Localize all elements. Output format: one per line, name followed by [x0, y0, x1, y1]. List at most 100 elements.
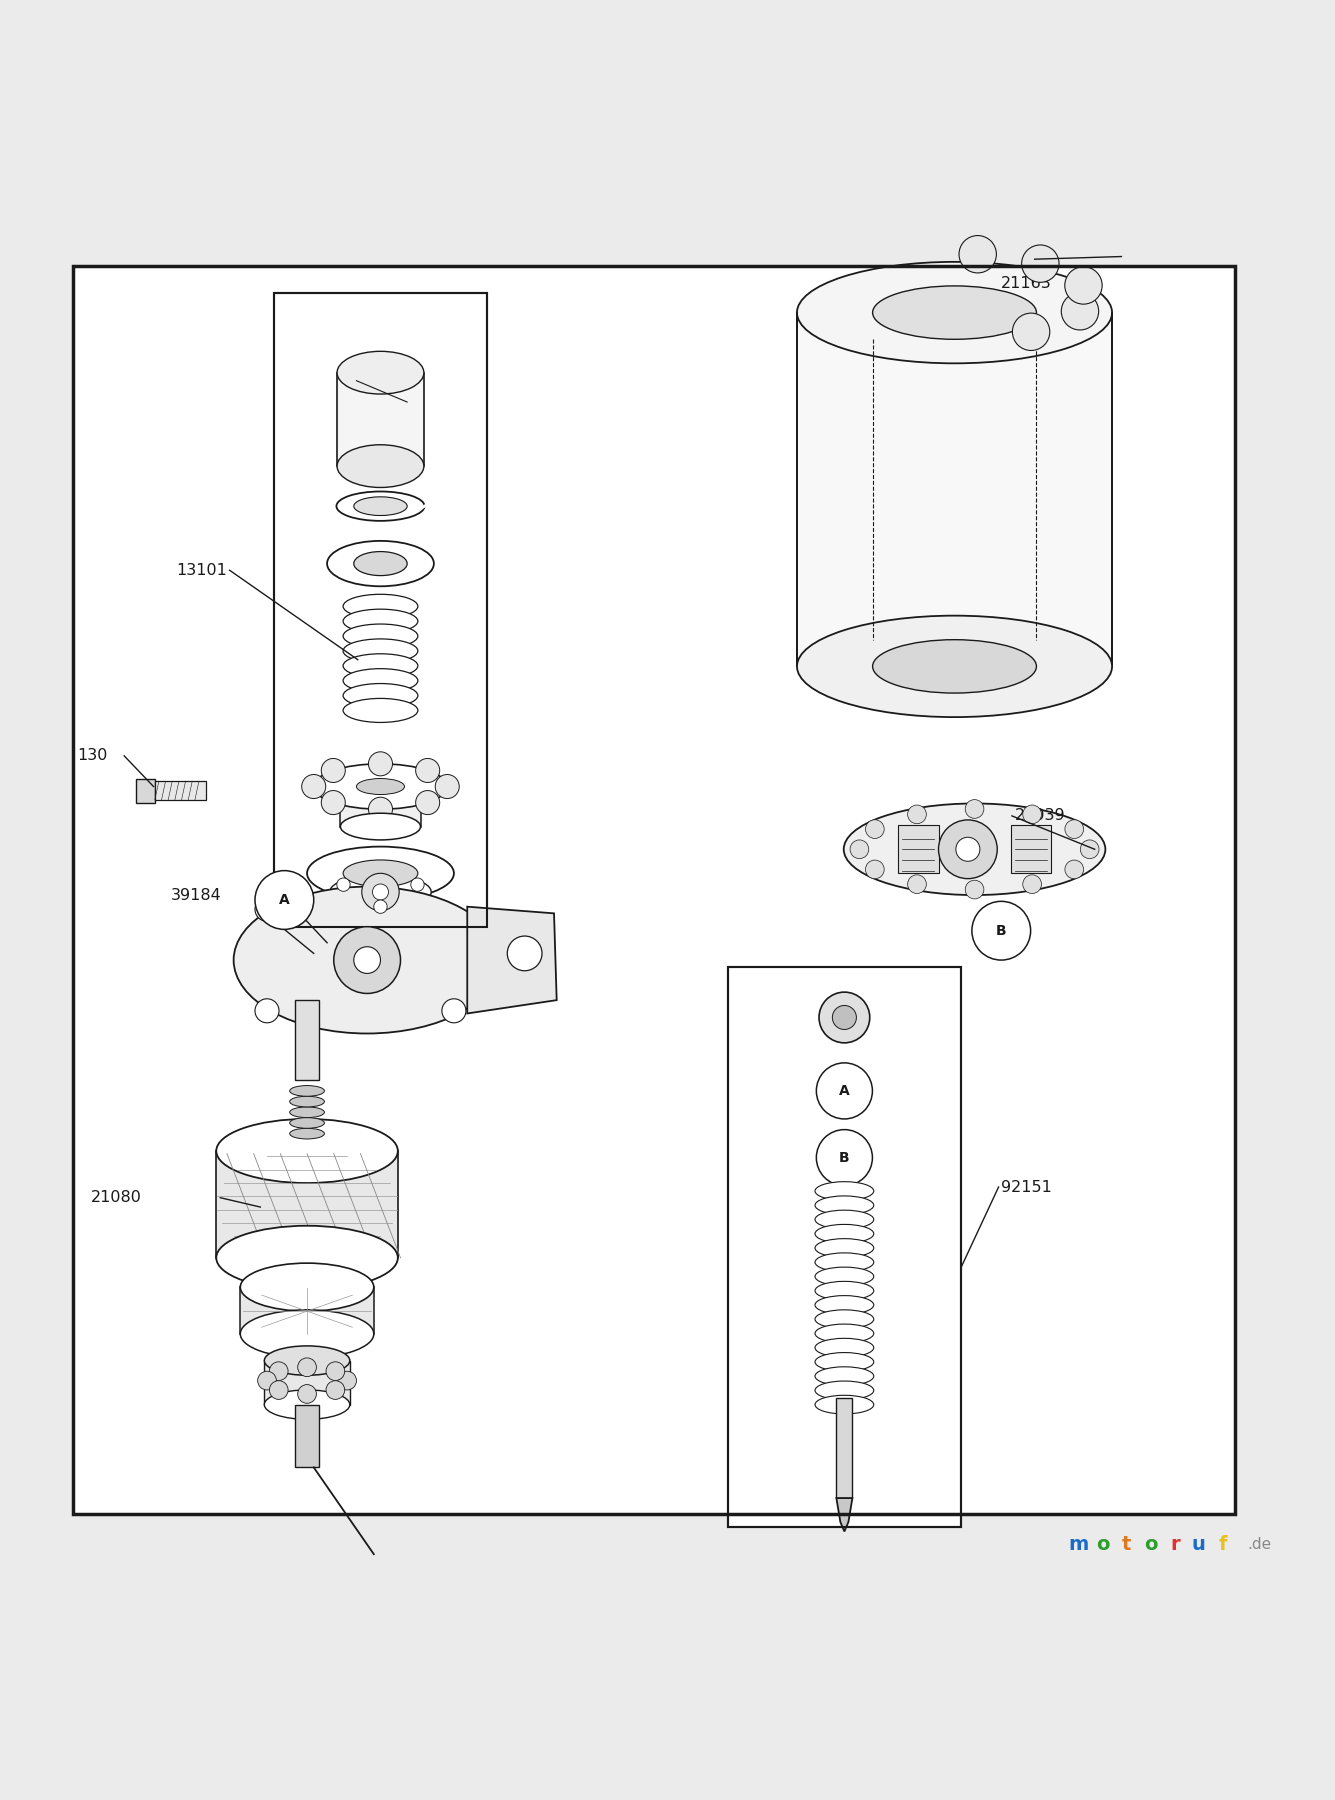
Circle shape: [255, 999, 279, 1022]
Bar: [898, 824, 939, 873]
Circle shape: [442, 999, 466, 1022]
Text: o: o: [1096, 1535, 1109, 1555]
Bar: [728, 967, 961, 1528]
Circle shape: [965, 799, 984, 819]
Bar: [274, 293, 487, 927]
Ellipse shape: [354, 497, 407, 515]
Circle shape: [939, 821, 997, 878]
Ellipse shape: [814, 1296, 874, 1314]
Circle shape: [1023, 805, 1041, 824]
Ellipse shape: [354, 551, 407, 576]
Circle shape: [850, 841, 869, 859]
Ellipse shape: [234, 887, 501, 1033]
Circle shape: [255, 898, 279, 922]
Ellipse shape: [356, 779, 405, 794]
Ellipse shape: [314, 763, 447, 810]
Text: .de: .de: [1247, 1537, 1271, 1552]
Text: B: B: [840, 1150, 849, 1165]
Circle shape: [326, 1381, 344, 1399]
Bar: [240, 1287, 374, 1334]
Ellipse shape: [343, 625, 418, 648]
Bar: [336, 373, 425, 466]
Bar: [274, 293, 487, 927]
Text: m: m: [1068, 1535, 1089, 1555]
Circle shape: [354, 947, 380, 974]
Ellipse shape: [814, 1352, 874, 1372]
Ellipse shape: [814, 1366, 874, 1386]
Ellipse shape: [290, 1096, 324, 1107]
Ellipse shape: [814, 1267, 874, 1285]
Circle shape: [817, 1062, 873, 1120]
Ellipse shape: [797, 261, 1112, 364]
Ellipse shape: [327, 540, 434, 587]
Circle shape: [374, 900, 387, 913]
Circle shape: [1065, 819, 1084, 839]
Ellipse shape: [814, 1253, 874, 1271]
Ellipse shape: [264, 1346, 350, 1375]
Circle shape: [1080, 841, 1099, 859]
Circle shape: [833, 1006, 857, 1030]
Ellipse shape: [343, 653, 418, 679]
Circle shape: [322, 758, 346, 783]
Bar: [728, 967, 961, 1528]
Circle shape: [270, 1381, 288, 1399]
Bar: [264, 1361, 350, 1404]
Circle shape: [1012, 313, 1049, 351]
Circle shape: [415, 790, 439, 815]
Ellipse shape: [216, 1226, 398, 1291]
Bar: [155, 781, 206, 799]
Circle shape: [302, 774, 326, 799]
Circle shape: [415, 758, 439, 783]
Circle shape: [972, 902, 1031, 959]
Text: t: t: [1121, 1535, 1132, 1555]
Circle shape: [865, 860, 884, 878]
Text: A: A: [279, 893, 290, 907]
Circle shape: [959, 236, 996, 274]
Ellipse shape: [814, 1310, 874, 1328]
Text: u: u: [1192, 1535, 1206, 1555]
Ellipse shape: [873, 286, 1036, 340]
Ellipse shape: [343, 684, 418, 707]
Ellipse shape: [307, 846, 454, 900]
Circle shape: [1061, 293, 1099, 329]
Bar: [73, 266, 1235, 1514]
Text: 39184: 39184: [171, 889, 222, 904]
Ellipse shape: [290, 1085, 324, 1096]
Bar: [836, 1399, 853, 1498]
Bar: [797, 313, 1112, 666]
Circle shape: [270, 1363, 288, 1381]
Ellipse shape: [844, 803, 1105, 895]
Ellipse shape: [264, 1390, 350, 1420]
Ellipse shape: [343, 639, 418, 662]
Bar: [340, 787, 421, 826]
Circle shape: [368, 752, 392, 776]
Ellipse shape: [873, 639, 1036, 693]
Circle shape: [507, 936, 542, 970]
Ellipse shape: [797, 616, 1112, 716]
Text: o: o: [1144, 1535, 1157, 1555]
Circle shape: [336, 878, 350, 891]
Circle shape: [817, 1130, 873, 1186]
Circle shape: [1065, 860, 1084, 878]
Ellipse shape: [240, 1310, 374, 1357]
Ellipse shape: [336, 351, 425, 394]
Circle shape: [820, 992, 870, 1042]
Polygon shape: [467, 907, 557, 1013]
Circle shape: [908, 875, 926, 893]
Circle shape: [326, 1363, 344, 1381]
Circle shape: [338, 1372, 356, 1390]
Bar: [216, 1150, 398, 1258]
Circle shape: [865, 819, 884, 839]
Circle shape: [368, 797, 392, 821]
Text: r: r: [1169, 1535, 1180, 1555]
Text: 21080: 21080: [91, 1190, 142, 1206]
Ellipse shape: [216, 1120, 398, 1183]
Bar: [73, 266, 1235, 1514]
Ellipse shape: [814, 1381, 874, 1400]
Circle shape: [1021, 245, 1059, 283]
Ellipse shape: [336, 491, 425, 520]
Circle shape: [1065, 266, 1103, 304]
Circle shape: [334, 927, 400, 994]
Ellipse shape: [343, 668, 418, 693]
Circle shape: [362, 873, 399, 911]
